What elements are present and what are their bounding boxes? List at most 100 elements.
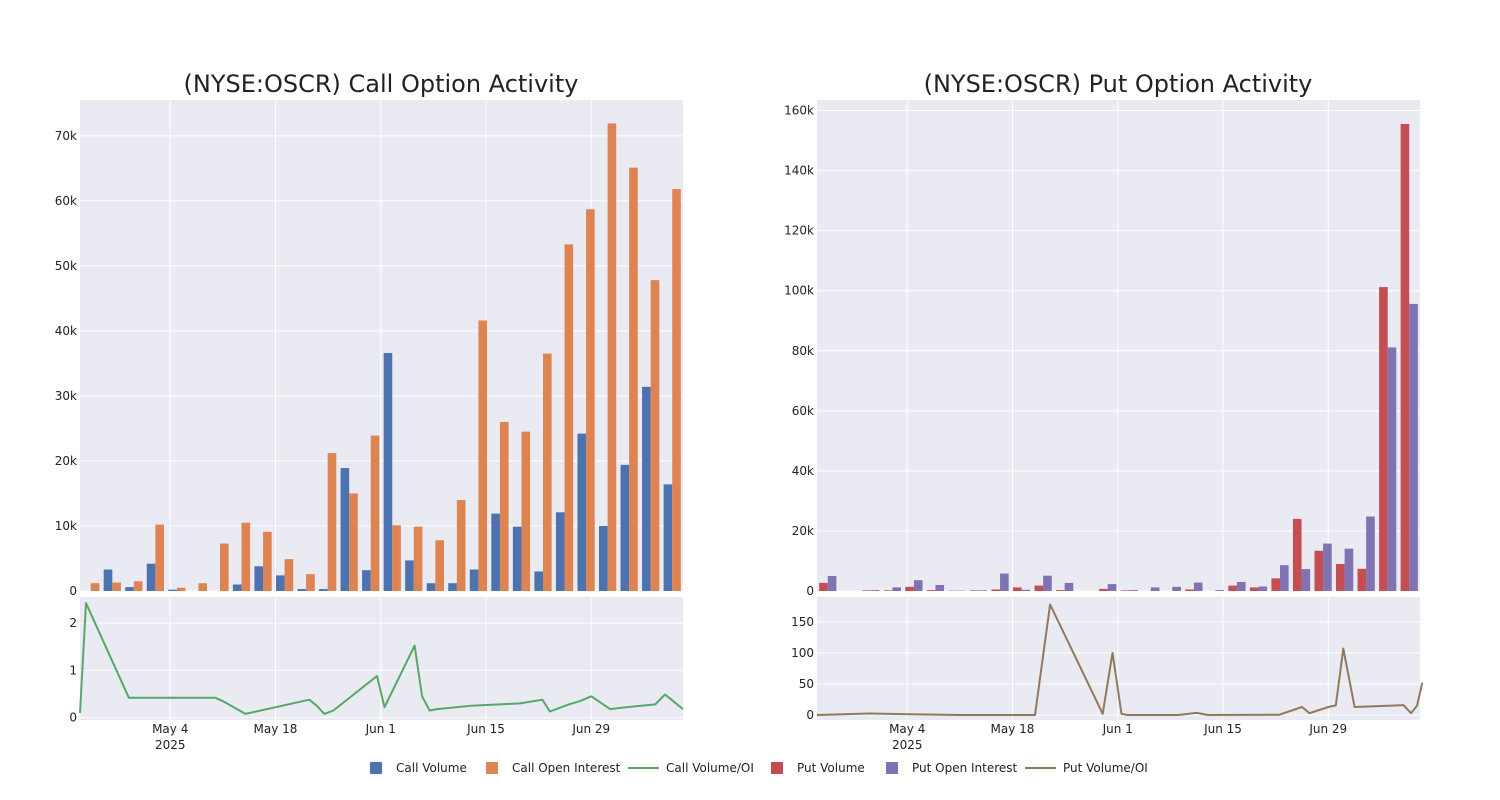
call-volume-bar <box>663 484 673 591</box>
put-open-interest-bar <box>1387 347 1397 591</box>
put-open-interest-bar <box>1258 586 1268 591</box>
call-open-interest-bar <box>672 189 681 591</box>
call-open-interest-bar <box>564 244 574 591</box>
call-xtick-label: May 18 <box>254 722 298 736</box>
put-volume-bar <box>1314 550 1324 591</box>
put-volume-bar <box>1185 589 1194 591</box>
put-open-interest-bar <box>1344 548 1354 591</box>
put-volume-bar <box>1034 585 1044 591</box>
call-open-interest-bar <box>133 581 143 591</box>
call-bar-ytick-label: 70k <box>55 129 77 143</box>
put-volume-bar <box>1056 590 1065 591</box>
legend-label: Put Volume/OI <box>1063 761 1148 775</box>
put-bar-ytick-label: 160k <box>784 104 814 118</box>
put-xtick-label: Jun 1 <box>1102 722 1133 736</box>
call-bar-ytick-label: 50k <box>55 259 77 273</box>
call-ratio-ytick-label: 1 <box>69 663 77 677</box>
put-open-interest-bar <box>1043 575 1052 591</box>
call-open-interest-bar <box>176 587 186 591</box>
call-volume-bar <box>555 512 565 591</box>
call-volume-bar <box>275 575 285 591</box>
legend-label: Call Open Interest <box>512 761 621 775</box>
call-open-interest-bar <box>112 582 121 591</box>
put-open-interest-bar <box>935 584 945 591</box>
legend-label: Call Volume <box>396 761 467 775</box>
call-open-interest-bar <box>586 209 595 592</box>
put-open-interest-bar <box>1236 581 1246 591</box>
legend: Call Volume Call Open Interest Call Volume… <box>370 761 1148 775</box>
call-ratio-ytick-label: 0 <box>69 711 77 725</box>
put-open-interest-bar <box>1172 586 1181 591</box>
call-bar-ytick-label: 0 <box>69 584 77 598</box>
call-ratio-ytick-label: 2 <box>69 616 77 630</box>
call-volume-bar <box>426 583 436 591</box>
legend-swatch <box>886 762 898 774</box>
call-xtick-label: May 4 <box>152 722 188 736</box>
put-open-interest-bar <box>1323 543 1332 591</box>
call-option-activity-chart: 0 10k 20k 30k 40k 50k 60k 70k 0 1 2 May 4 2025 May 18… <box>55 100 684 752</box>
call-open-interest-bar <box>413 526 423 591</box>
call-volume-bar <box>254 566 264 591</box>
put-volume-bar <box>1249 587 1259 591</box>
put-open-interest-bar <box>978 590 988 591</box>
put-open-interest-bar <box>1064 582 1074 591</box>
put-open-interest-bar <box>1215 590 1225 591</box>
call-volume-oi-line <box>79 602 684 715</box>
put-open-interest-bar <box>1301 569 1311 591</box>
call-open-interest-bar <box>435 540 444 591</box>
call-volume-bar <box>232 584 242 591</box>
put-open-interest-bar <box>1107 584 1117 591</box>
put-volume-bar <box>1336 563 1345 591</box>
put-volume-bar <box>862 590 871 591</box>
legend-label: Call Volume/OI <box>666 761 754 775</box>
put-option-activity-chart: 0 20k 40k 60k 80k 100k 120k 140k 160k 0 50 100 150 Ma… <box>784 100 1424 752</box>
call-open-interest-bar <box>607 123 617 591</box>
call-volume-bar <box>577 433 587 591</box>
call-volume-bar <box>383 352 393 591</box>
call-volume-bar <box>362 570 371 591</box>
put-volume-bar <box>926 590 936 591</box>
call-open-interest-bar <box>155 524 164 591</box>
call-volume-bar <box>642 386 651 591</box>
call-open-interest-bar <box>327 453 337 591</box>
legend-item-put-open-interest: Put Open Interest <box>886 761 1018 775</box>
put-bar-ytick-label: 60k <box>792 404 814 418</box>
call-open-interest-bar <box>499 421 509 591</box>
put-ratio-ytick-label: 150 <box>791 615 814 629</box>
put-volume-bar <box>1379 287 1388 591</box>
put-volume-bar <box>1012 587 1022 591</box>
put-xtick-label: May 4 <box>889 722 925 736</box>
call-open-interest-bar <box>349 493 358 591</box>
put-open-interest-bar <box>1129 590 1138 591</box>
put-open-interest-bar <box>1150 587 1160 591</box>
call-volume-bar <box>319 589 328 591</box>
call-volume-bar <box>491 513 500 591</box>
put-open-interest-bar <box>1366 516 1375 591</box>
put-volume-bar <box>1271 578 1281 591</box>
call-open-interest-bar <box>284 559 294 591</box>
legend-swatch <box>771 762 783 774</box>
put-volume-bar <box>1099 588 1108 591</box>
call-open-interest-bar <box>219 543 229 591</box>
call-open-interest-bar <box>370 435 380 591</box>
call-bar-ytick-label: 10k <box>55 519 77 533</box>
legend-swatch <box>370 762 382 774</box>
call-open-interest-bar <box>629 167 638 591</box>
call-open-interest-bar <box>543 353 552 591</box>
call-chart-title: (NYSE:OSCR) Call Option Activity <box>184 70 579 98</box>
put-volume-bar <box>819 582 828 591</box>
call-volume-bar <box>405 560 414 591</box>
put-ratio-ytick-label: 100 <box>791 646 814 660</box>
call-volume-bar <box>469 569 479 591</box>
put-volume-bar <box>969 590 979 591</box>
call-volume-bar <box>168 589 177 591</box>
call-xtick-sublabel: 2025 <box>155 738 186 752</box>
call-open-interest-bar <box>241 522 251 591</box>
put-chart-title: (NYSE:OSCR) Put Option Activity <box>924 70 1313 98</box>
put-open-interest-bar <box>913 580 923 591</box>
put-open-interest-bar <box>1021 589 1031 591</box>
put-bar-ytick-label: 120k <box>784 224 814 238</box>
legend-item-put-volume: Put Volume <box>771 761 865 775</box>
call-volume-bar <box>512 526 522 591</box>
